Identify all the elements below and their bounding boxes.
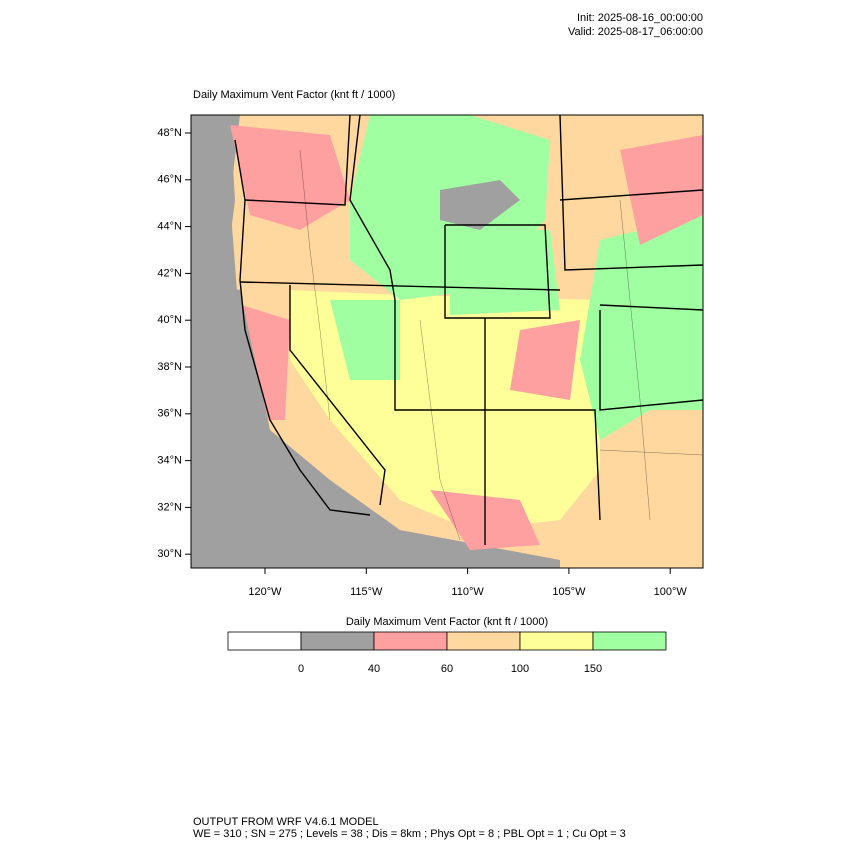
colorbar-box [446, 631, 521, 651]
lon-label: 115°W [350, 586, 383, 598]
init-time: Init: 2025-08-16_00:00:00 [577, 12, 703, 24]
state-border [559, 189, 703, 201]
colorbar-label: 100 [511, 663, 529, 675]
state-border [239, 281, 561, 291]
colorbar-box [227, 631, 302, 651]
map-frame [190, 114, 704, 569]
state-border [599, 304, 703, 311]
state-border [394, 300, 486, 545]
county-lines [299, 149, 331, 421]
lat-label: 30°N [157, 548, 182, 560]
field-green [580, 215, 703, 440]
ocean [191, 280, 330, 568]
field-yellow [380, 410, 490, 500]
county-lines [419, 319, 461, 541]
coastline [234, 139, 371, 516]
county-lines [619, 199, 651, 521]
map-title: Daily Maximum Vent Factor (knt ft / 1000… [193, 89, 395, 101]
ocean [191, 115, 235, 280]
colorbar-title: Daily Maximum Vent Factor (knt ft / 1000… [346, 616, 548, 628]
colorbar-box [373, 631, 448, 651]
colorbar-box [519, 631, 594, 651]
lat-label: 34°N [157, 455, 182, 467]
field-pink [510, 320, 580, 400]
colorbar-box [592, 631, 667, 651]
colorbar-label: 60 [441, 663, 453, 675]
state-border [289, 285, 386, 506]
state-border [349, 115, 396, 301]
colorbar-label: 40 [368, 663, 380, 675]
state-border [444, 224, 551, 319]
lon-label: 110°W [451, 586, 484, 598]
colorbar-box [300, 631, 375, 651]
lat-label: 36°N [157, 408, 182, 420]
lon-label: 120°W [248, 586, 282, 598]
state-border [559, 115, 703, 271]
map-field [191, 115, 703, 568]
field-green [330, 300, 400, 380]
lat-label: 42°N [157, 267, 182, 279]
lat-label: 48°N [157, 127, 182, 139]
field-gray [440, 180, 520, 230]
lat-label: 32°N [157, 501, 182, 513]
colorbar-label: 0 [298, 663, 304, 675]
lat-label: 44°N [157, 221, 182, 233]
county-lines [599, 449, 703, 456]
field-green [450, 230, 560, 315]
lon-label: 100°W [654, 586, 688, 598]
lat-label: 46°N [157, 174, 182, 186]
colorbar-label: 150 [584, 663, 602, 675]
lon-label: 105°W [552, 586, 586, 598]
state-border [484, 318, 601, 521]
state-border [599, 310, 703, 411]
lat-label: 40°N [157, 314, 182, 326]
state-border [244, 115, 351, 206]
lat-label: 38°N [157, 361, 182, 373]
footer-line: OUTPUT FROM WRF V4.6.1 MODEL [193, 816, 379, 828]
footer-line: WE = 310 ; SN = 275 ; Levels = 38 ; Dis … [193, 828, 626, 840]
field-pink [620, 135, 703, 245]
valid-time: Valid: 2025-08-17_06:00:00 [568, 26, 703, 38]
